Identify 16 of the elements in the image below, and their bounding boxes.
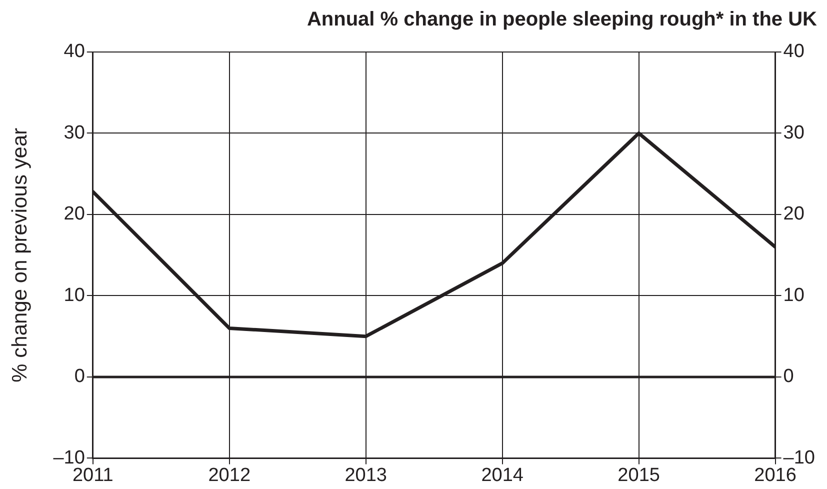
y-axis-title: % change on previous year [8, 128, 32, 382]
y2-tick-label: 0 [783, 366, 794, 388]
y2-tick-label: 20 [783, 204, 804, 225]
y-tick-label: 10 [64, 284, 85, 306]
y-tick-label: 40 [64, 41, 85, 62]
y2-tick-label: 10 [783, 284, 804, 306]
x-tick-label: 2012 [208, 464, 251, 486]
x-tick-label: 2014 [481, 464, 524, 486]
x-tick-label: 2015 [618, 464, 660, 486]
y-tick-label: 30 [64, 122, 85, 144]
y-tick-label: 0 [74, 366, 85, 388]
y-tick-label: 20 [64, 204, 85, 225]
x-tick-label: 2013 [344, 464, 387, 486]
y2-tick-label: 30 [783, 122, 804, 144]
chart-title: Annual % change in people sleeping rough* in the UK [306, 8, 818, 31]
y2-tick-label: 40 [783, 41, 804, 62]
